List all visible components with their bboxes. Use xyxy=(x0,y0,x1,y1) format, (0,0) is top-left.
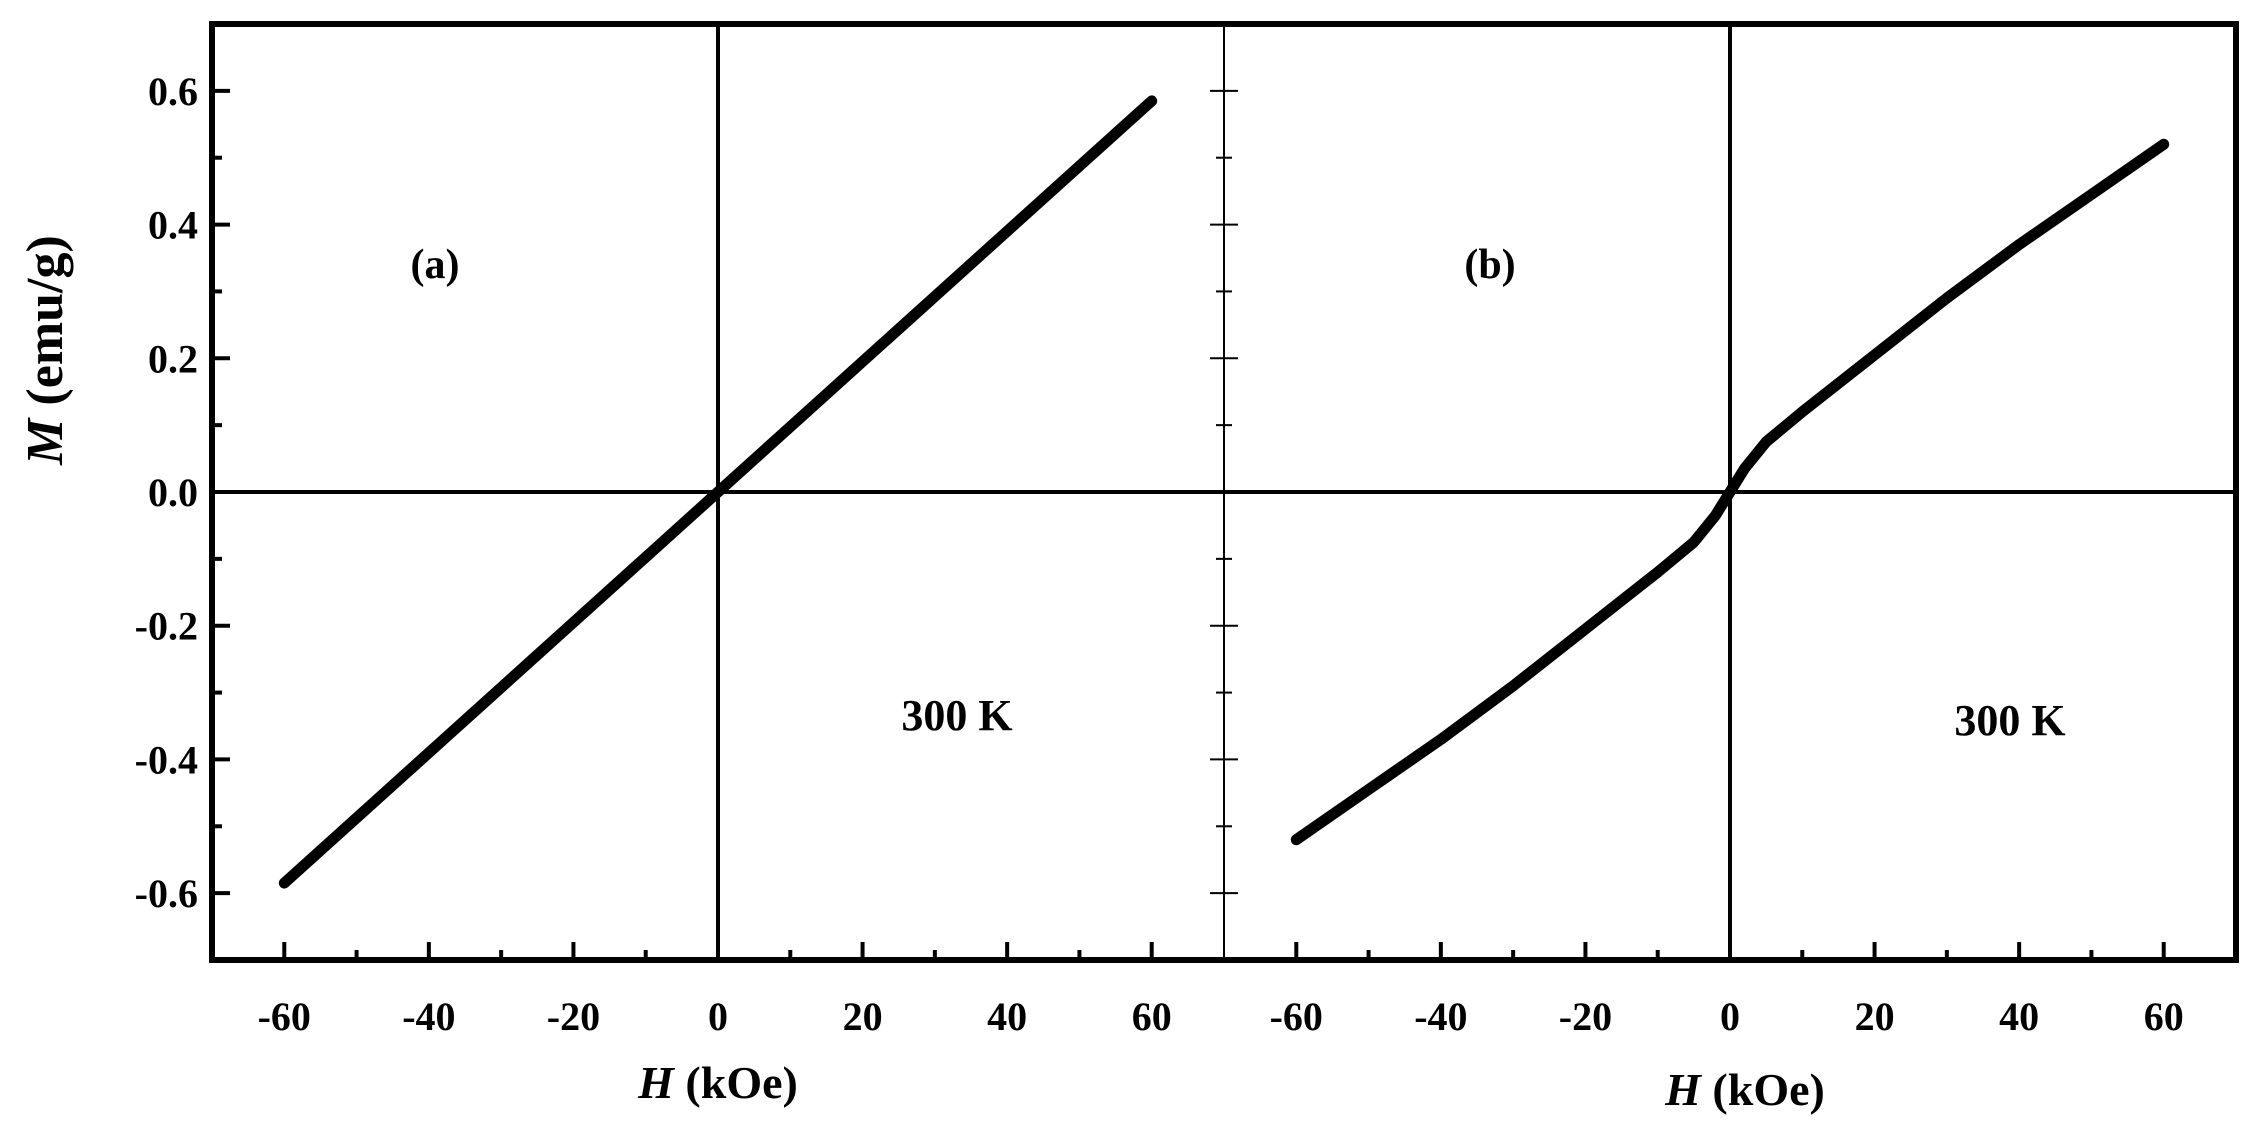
y-tick-label: 0.0 xyxy=(148,470,198,515)
panel-b-label: (b) xyxy=(1464,242,1515,288)
y-tick-label: 0.4 xyxy=(148,203,198,248)
x-tick-label: -20 xyxy=(547,994,600,1039)
panel-a: -60 -40 -20 0 20 40 60 (a) 300 K H (kOe) xyxy=(212,24,1224,1108)
y-axis-label: M (emu/g) xyxy=(17,235,74,466)
x-tick-label: -60 xyxy=(1270,994,1323,1039)
panel-b: -60 -40 -20 0 20 40 60 (b) 300 K H (kOe) xyxy=(1210,24,2236,1115)
panel-a-label: (a) xyxy=(411,242,460,288)
panel-b-ticks xyxy=(1210,89,2166,960)
panel-b-temperature: 300 K xyxy=(1954,696,2065,745)
x-tick-label: 60 xyxy=(1132,994,1172,1039)
panel-b-series-line xyxy=(1290,138,2170,846)
panel-a-temperature: 300 K xyxy=(901,691,1012,740)
x-tick-label: 0 xyxy=(1720,994,1740,1039)
y-tick-label: -0.4 xyxy=(135,737,198,782)
panel-a-x-axis-label: H (kOe) xyxy=(637,1057,798,1108)
panel-b-x-axis-symbol: H xyxy=(1664,1064,1702,1115)
panel-a-x-axis-symbol: H xyxy=(637,1057,675,1108)
x-tick-label: -40 xyxy=(1414,994,1467,1039)
panel-a-x-tick-labels: -60 -40 -20 0 20 40 60 xyxy=(258,994,1172,1039)
x-tick-label: 40 xyxy=(1999,994,2039,1039)
x-tick-label: -40 xyxy=(402,994,455,1039)
y-tick-label: -0.6 xyxy=(135,871,198,916)
panel-b-x-axis-label: H (kOe) xyxy=(1664,1064,1825,1115)
y-axis-unit: (emu/g) xyxy=(17,235,74,418)
x-tick-label: -60 xyxy=(258,994,311,1039)
panel-b-x-axis-unit: (kOe) xyxy=(1701,1064,1825,1115)
x-tick-label: 0 xyxy=(708,994,728,1039)
panel-b-x-tick-labels: -60 -40 -20 0 20 40 60 xyxy=(1270,994,2184,1039)
y-axis-symbol: M xyxy=(17,417,74,466)
panel-a-series-line xyxy=(278,95,1158,889)
x-tick-label: 20 xyxy=(843,994,883,1039)
panel-a-x-axis-unit: (kOe) xyxy=(674,1057,798,1108)
x-tick-label: 40 xyxy=(987,994,1027,1039)
y-tick-labels: 0.6 0.4 0.2 0.0 -0.2 -0.4 -0.6 xyxy=(135,69,198,916)
y-tick-label: 0.2 xyxy=(148,336,198,381)
y-tick-label: -0.2 xyxy=(135,604,198,649)
y-tick-label: 0.6 xyxy=(148,69,198,114)
x-tick-label: -20 xyxy=(1559,994,1612,1039)
x-tick-label: 60 xyxy=(2144,994,2184,1039)
x-tick-label: 20 xyxy=(1855,994,1895,1039)
